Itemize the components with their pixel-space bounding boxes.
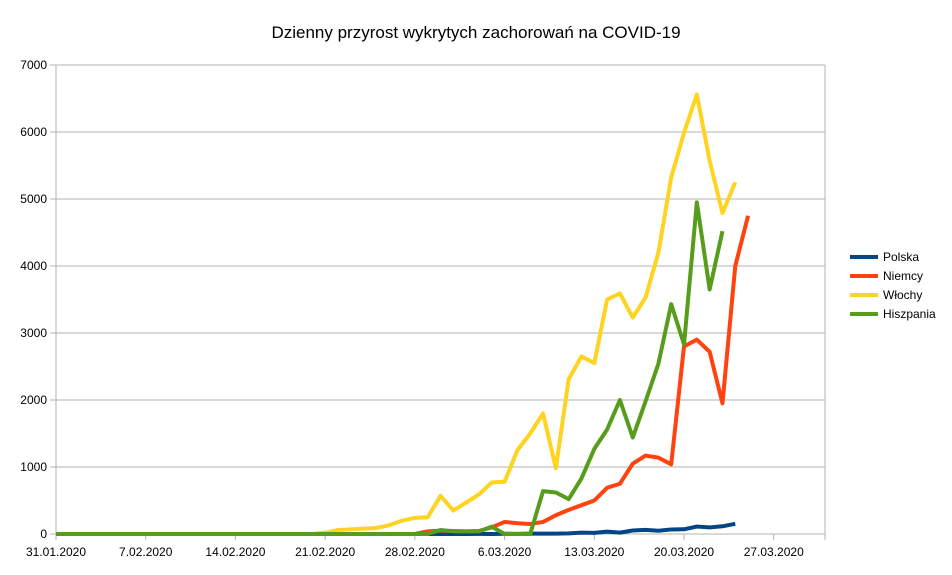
legend: Polska Niemcy Włochy Hiszpania [850,250,936,321]
x-axis-ticks: 31.01.2020 7.02.2020 14.02.2020 21.02.2020 2… [26,534,826,559]
y-tick-label: 7000 [20,58,47,72]
series-lines [56,92,751,536]
y-tick-label: 4000 [20,259,47,273]
x-tick-label: 7.02.2020 [119,545,173,559]
legend-label-polska: Polska [883,250,919,264]
legend-label-hiszpania: Hiszpania [883,307,936,321]
y-tick-label: 5000 [20,192,47,206]
series-line-hiszpania [56,200,725,536]
y-tick-label: 1000 [20,460,47,474]
y-tick-label: 0 [40,527,47,541]
y-tick-label: 6000 [20,125,47,139]
x-tick-label: 13.03.2020 [564,545,624,559]
x-tick-label: 31.01.2020 [26,545,86,559]
x-tick-label: 14.02.2020 [205,545,265,559]
y-tick-label: 2000 [20,393,47,407]
legend-label-niemcy: Niemcy [883,269,923,283]
chart-title: Dzienny przyrost wykrytych zachorowań na… [271,23,680,42]
legend-label-w-ochy: Włochy [883,288,922,302]
x-tick-label: 21.02.2020 [295,545,355,559]
x-tick-label: 6.03.2020 [478,545,532,559]
x-tick-label: 27.03.2020 [744,545,804,559]
y-tick-label: 3000 [20,326,47,340]
x-tick-label: 28.02.2020 [385,545,445,559]
gridlines [56,64,825,535]
x-tick-label: 20.03.2020 [654,545,714,559]
y-axis-ticks: 0 1000 2000 3000 4000 5000 6000 7000 [20,58,56,541]
